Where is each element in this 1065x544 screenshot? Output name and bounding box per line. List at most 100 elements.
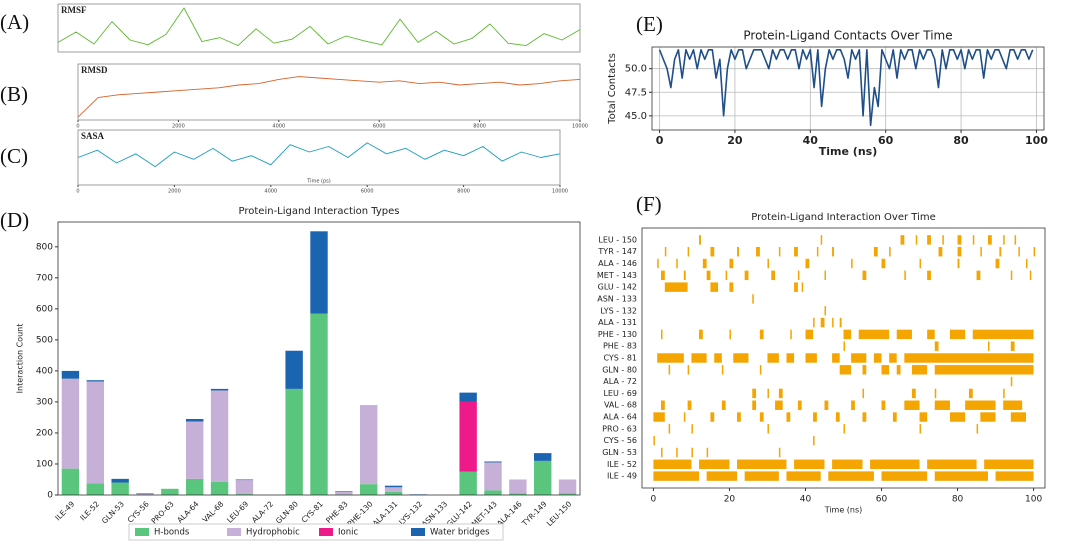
event-bar [767,424,769,434]
event-bar [972,329,1034,340]
x-tick-label: 0 [656,134,664,147]
bar-segment [111,482,129,495]
x-tick-label: 10000 [572,124,588,130]
x-tick-label: 0 [651,495,657,505]
event-bar [794,246,798,257]
x-tick-label: 6000 [373,124,386,130]
x-tick-label: 0 [76,189,79,195]
x-tick-label: ALA-72 [250,499,275,524]
bar-segment [210,481,229,495]
bar-segment [384,487,403,492]
event-bar [729,282,734,292]
y-axis-label: Total Contacts [607,53,618,125]
x-tick-label: 40 [803,134,819,147]
data-line [77,76,581,118]
event-bar [976,424,979,434]
event-bar [801,282,804,292]
event-bar [805,353,817,363]
event-bar [824,270,827,281]
event-bar [786,412,791,422]
data-line [57,7,581,47]
bar-segment [285,388,303,495]
event-bar [957,246,962,257]
event-bar [889,353,897,363]
event-bar [790,329,792,340]
bar-segment [509,493,527,495]
bar-segment [509,479,527,494]
x-tick-label: 80 [952,495,964,505]
event-bar [710,246,715,257]
chart-title: Protein-Ligand Interaction Over Time [751,212,936,223]
bar-segment [61,370,80,379]
event-bar [976,270,981,281]
event-bar [900,235,905,245]
chart-title: Protein-Ligand Interaction Types [239,206,400,217]
event-bar [851,258,853,269]
row-label: GLU - 142 [598,283,637,292]
event-bar [805,258,810,269]
event-bar [820,317,825,328]
bar-segment [459,392,477,402]
event-bar [767,388,769,399]
x-tick-label: VAL-68 [201,499,226,524]
event-bar [737,246,739,257]
event-bar [881,400,886,410]
event-bar [904,400,920,410]
event-bar [797,400,802,410]
row-label: ILE - 49 [607,472,637,481]
event-bar [824,306,827,316]
x-tick-label: 8000 [457,189,470,195]
bar-segment [136,494,154,495]
chart-title: RMSD [81,65,108,75]
x-tick-label: ALA-64 [175,499,200,524]
row-label: LYS - 132 [600,306,637,315]
event-bar [706,471,738,481]
event-bar [813,412,817,422]
bar-segment [186,418,204,422]
event-bar [733,353,749,363]
bar-segment [210,390,229,482]
y-tick-label: 200 [36,428,53,438]
event-bar [657,258,659,269]
row-label: ASN - 133 [597,294,637,303]
plot-frame [77,63,581,121]
legend-swatch [135,528,149,536]
bar-segment [558,493,577,495]
x-tick-label: 0 [76,124,79,130]
event-bar [664,282,688,292]
panel-label: (B) [0,82,28,106]
event-bar [1018,246,1020,257]
event-bar [957,258,960,269]
event-bar [1010,412,1026,422]
event-bar [744,471,779,481]
event-bar [699,235,701,245]
event-bar [934,341,939,351]
event-bar [980,246,982,257]
event-bar [771,270,776,281]
x-tick-label: ILE-49 [53,499,76,522]
y-tick-label: 50.0 [625,64,647,75]
bar-segment [235,494,254,495]
bar-segment [285,350,303,389]
row-label: PRO - 63 [602,424,637,433]
event-bar [934,400,950,410]
event-bar [904,270,906,281]
event-bar [702,258,707,269]
x-tick-label: GLN-53 [100,499,126,525]
bar-segment [186,478,204,495]
y-axis-label: Interaction Count [16,324,25,394]
event-bar [1003,388,1005,399]
event-bar [729,329,731,340]
event-bar [824,400,829,410]
event-bar [919,412,928,422]
event-bar [767,258,769,269]
event-bar [813,435,815,446]
event-bar [911,388,916,399]
event-bar [851,400,855,410]
event-bar [919,258,922,269]
event-bar [862,365,867,375]
event-bar [843,424,846,434]
event-bar [668,424,671,434]
bar-segment [360,405,378,485]
event-bar [862,270,867,281]
